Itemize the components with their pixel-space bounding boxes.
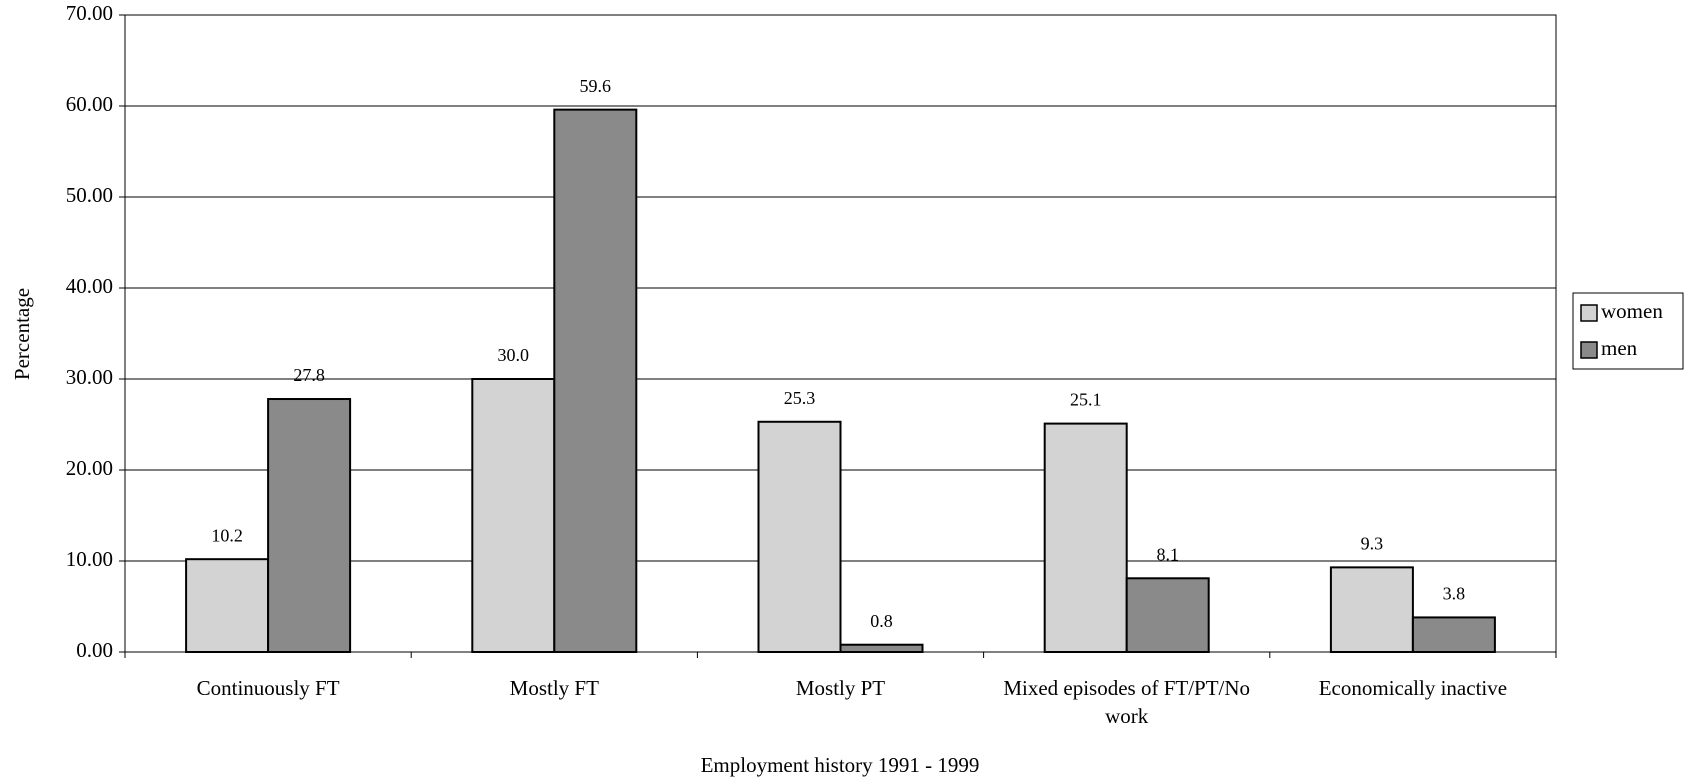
x-tick-label: Continuously FT [196, 676, 340, 700]
y-tick-label: 50.00 [66, 183, 113, 207]
data-label: 59.6 [580, 76, 612, 96]
x-axis-title: Employment history 1991 - 1999 [701, 753, 980, 777]
legend-swatch [1580, 341, 1598, 359]
bar [471, 378, 556, 653]
bar [1329, 566, 1414, 653]
x-tick-label: Economically inactive [1318, 676, 1508, 700]
data-label: 0.8 [870, 611, 893, 631]
data-label: 8.1 [1156, 544, 1179, 564]
bar [839, 643, 924, 653]
data-label: 9.3 [1361, 533, 1384, 553]
y-tick-label: 60.00 [66, 92, 113, 116]
legend-label: women [1601, 299, 1663, 323]
legend-swatch [1580, 304, 1598, 322]
x-tick-label: Mostly FT [509, 676, 599, 700]
bar [1125, 577, 1210, 653]
y-tick-label: 10.00 [66, 547, 113, 571]
data-label: 10.2 [211, 525, 243, 545]
bar [1411, 616, 1496, 653]
bar [267, 398, 352, 653]
bar [553, 108, 638, 653]
data-label: 3.8 [1443, 584, 1466, 604]
data-label: 25.3 [784, 388, 816, 408]
data-label: 27.8 [293, 365, 325, 385]
bar [185, 558, 270, 653]
y-tick-label: 70.00 [66, 1, 113, 25]
y-tick-label: 30.00 [66, 365, 113, 389]
bar [757, 420, 842, 653]
bar [1043, 422, 1128, 653]
y-tick-label: 0.00 [76, 638, 113, 662]
y-tick-label: 40.00 [66, 274, 113, 298]
x-tick-label: Mixed episodes of FT/PT/No work [1003, 676, 1251, 728]
data-label: 25.1 [1070, 390, 1102, 410]
legend-label: men [1601, 336, 1638, 360]
x-tick-label: Mostly PT [795, 676, 886, 700]
y-axis-title: Percentage [10, 288, 34, 380]
data-label: 30.0 [498, 345, 530, 365]
y-tick-label: 20.00 [66, 456, 113, 480]
